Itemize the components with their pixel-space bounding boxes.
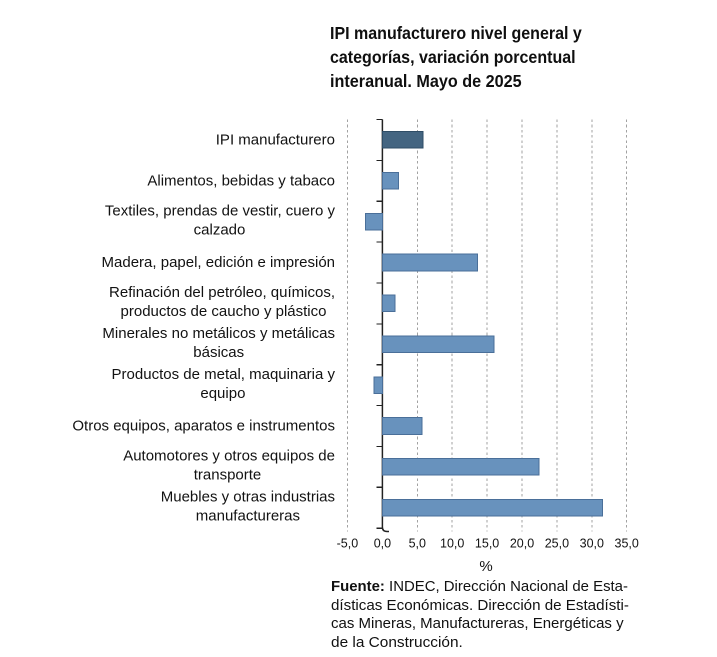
svg-text:Muebles y otras industrias: Muebles y otras industrias: [161, 489, 335, 506]
svg-text:Productos de metal, maquinaria: Productos de metal, maquinaria y: [112, 366, 336, 383]
svg-text:básicas: básicas: [193, 344, 244, 361]
svg-text:35,0: 35,0: [615, 537, 639, 551]
svg-text:transporte: transporte: [194, 467, 262, 484]
svg-text:%: %: [479, 558, 492, 575]
svg-text:Otros equipos, aparatos e inst: Otros equipos, aparatos e instrumentos: [72, 418, 335, 435]
svg-text:equipo: equipo: [200, 385, 245, 402]
svg-text:productos de caucho y plástico: productos de caucho y plástico: [121, 303, 327, 320]
svg-text:Refinación del petróleo, quími: Refinación del petróleo, químicos,: [109, 284, 335, 301]
svg-text:30,0: 30,0: [580, 537, 604, 551]
svg-text:Textiles, prendas de vestir, c: Textiles, prendas de vestir, cuero y: [105, 202, 336, 219]
svg-text:20,0: 20,0: [510, 537, 534, 551]
svg-text:-5,0: -5,0: [337, 537, 359, 551]
svg-text:25,0: 25,0: [545, 537, 569, 551]
svg-text:0,0: 0,0: [374, 537, 391, 551]
svg-text:10,0: 10,0: [440, 537, 464, 551]
svg-text:Madera, papel, edición e impre: Madera, papel, edición e impresión: [102, 254, 335, 271]
svg-text:calzado: calzado: [194, 221, 246, 238]
svg-text:5,0: 5,0: [409, 537, 426, 551]
svg-text:Alimentos, bebidas y tabaco: Alimentos, bebidas y tabaco: [147, 172, 335, 189]
svg-text:Automotores y otros equipos de: Automotores y otros equipos de: [123, 448, 335, 465]
svg-text:IPI manufacturero: IPI manufacturero: [216, 131, 335, 148]
svg-text:manufactureras: manufactureras: [196, 508, 300, 525]
svg-text:15,0: 15,0: [475, 537, 499, 551]
svg-text:Minerales no metálicos y metál: Minerales no metálicos y metálicas: [102, 325, 335, 342]
